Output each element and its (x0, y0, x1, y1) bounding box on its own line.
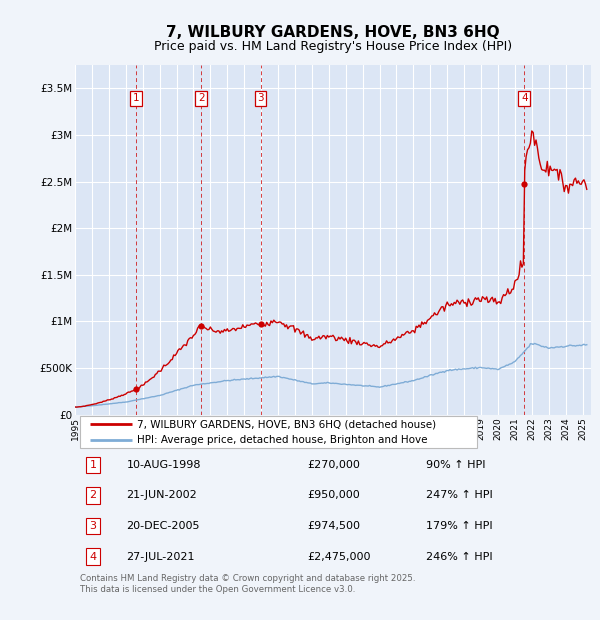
FancyBboxPatch shape (80, 417, 478, 448)
Text: £950,000: £950,000 (307, 490, 360, 500)
Text: £974,500: £974,500 (307, 521, 360, 531)
Text: 1: 1 (89, 460, 97, 470)
Text: Price paid vs. HM Land Registry's House Price Index (HPI): Price paid vs. HM Land Registry's House … (154, 40, 512, 53)
Text: 179% ↑ HPI: 179% ↑ HPI (426, 521, 493, 531)
Text: 10-AUG-1998: 10-AUG-1998 (127, 460, 201, 470)
Text: 90% ↑ HPI: 90% ↑ HPI (426, 460, 485, 470)
Text: 7, WILBURY GARDENS, HOVE, BN3 6HQ (detached house): 7, WILBURY GARDENS, HOVE, BN3 6HQ (detac… (137, 419, 436, 429)
Text: 1: 1 (133, 93, 139, 104)
Text: Contains HM Land Registry data © Crown copyright and database right 2025.
This d: Contains HM Land Registry data © Crown c… (80, 574, 416, 595)
Text: 4: 4 (521, 93, 527, 104)
Text: £270,000: £270,000 (307, 460, 360, 470)
Text: 21-JUN-2002: 21-JUN-2002 (127, 490, 197, 500)
Text: 246% ↑ HPI: 246% ↑ HPI (426, 552, 493, 562)
Text: £2,475,000: £2,475,000 (307, 552, 371, 562)
Text: 247% ↑ HPI: 247% ↑ HPI (426, 490, 493, 500)
Text: 2: 2 (89, 490, 97, 500)
Text: 3: 3 (89, 521, 97, 531)
Text: 2: 2 (198, 93, 205, 104)
Text: 20-DEC-2005: 20-DEC-2005 (127, 521, 200, 531)
Text: 4: 4 (89, 552, 97, 562)
Text: 3: 3 (257, 93, 264, 104)
Text: 27-JUL-2021: 27-JUL-2021 (127, 552, 195, 562)
Text: HPI: Average price, detached house, Brighton and Hove: HPI: Average price, detached house, Brig… (137, 435, 427, 445)
Text: 7, WILBURY GARDENS, HOVE, BN3 6HQ: 7, WILBURY GARDENS, HOVE, BN3 6HQ (166, 25, 500, 40)
